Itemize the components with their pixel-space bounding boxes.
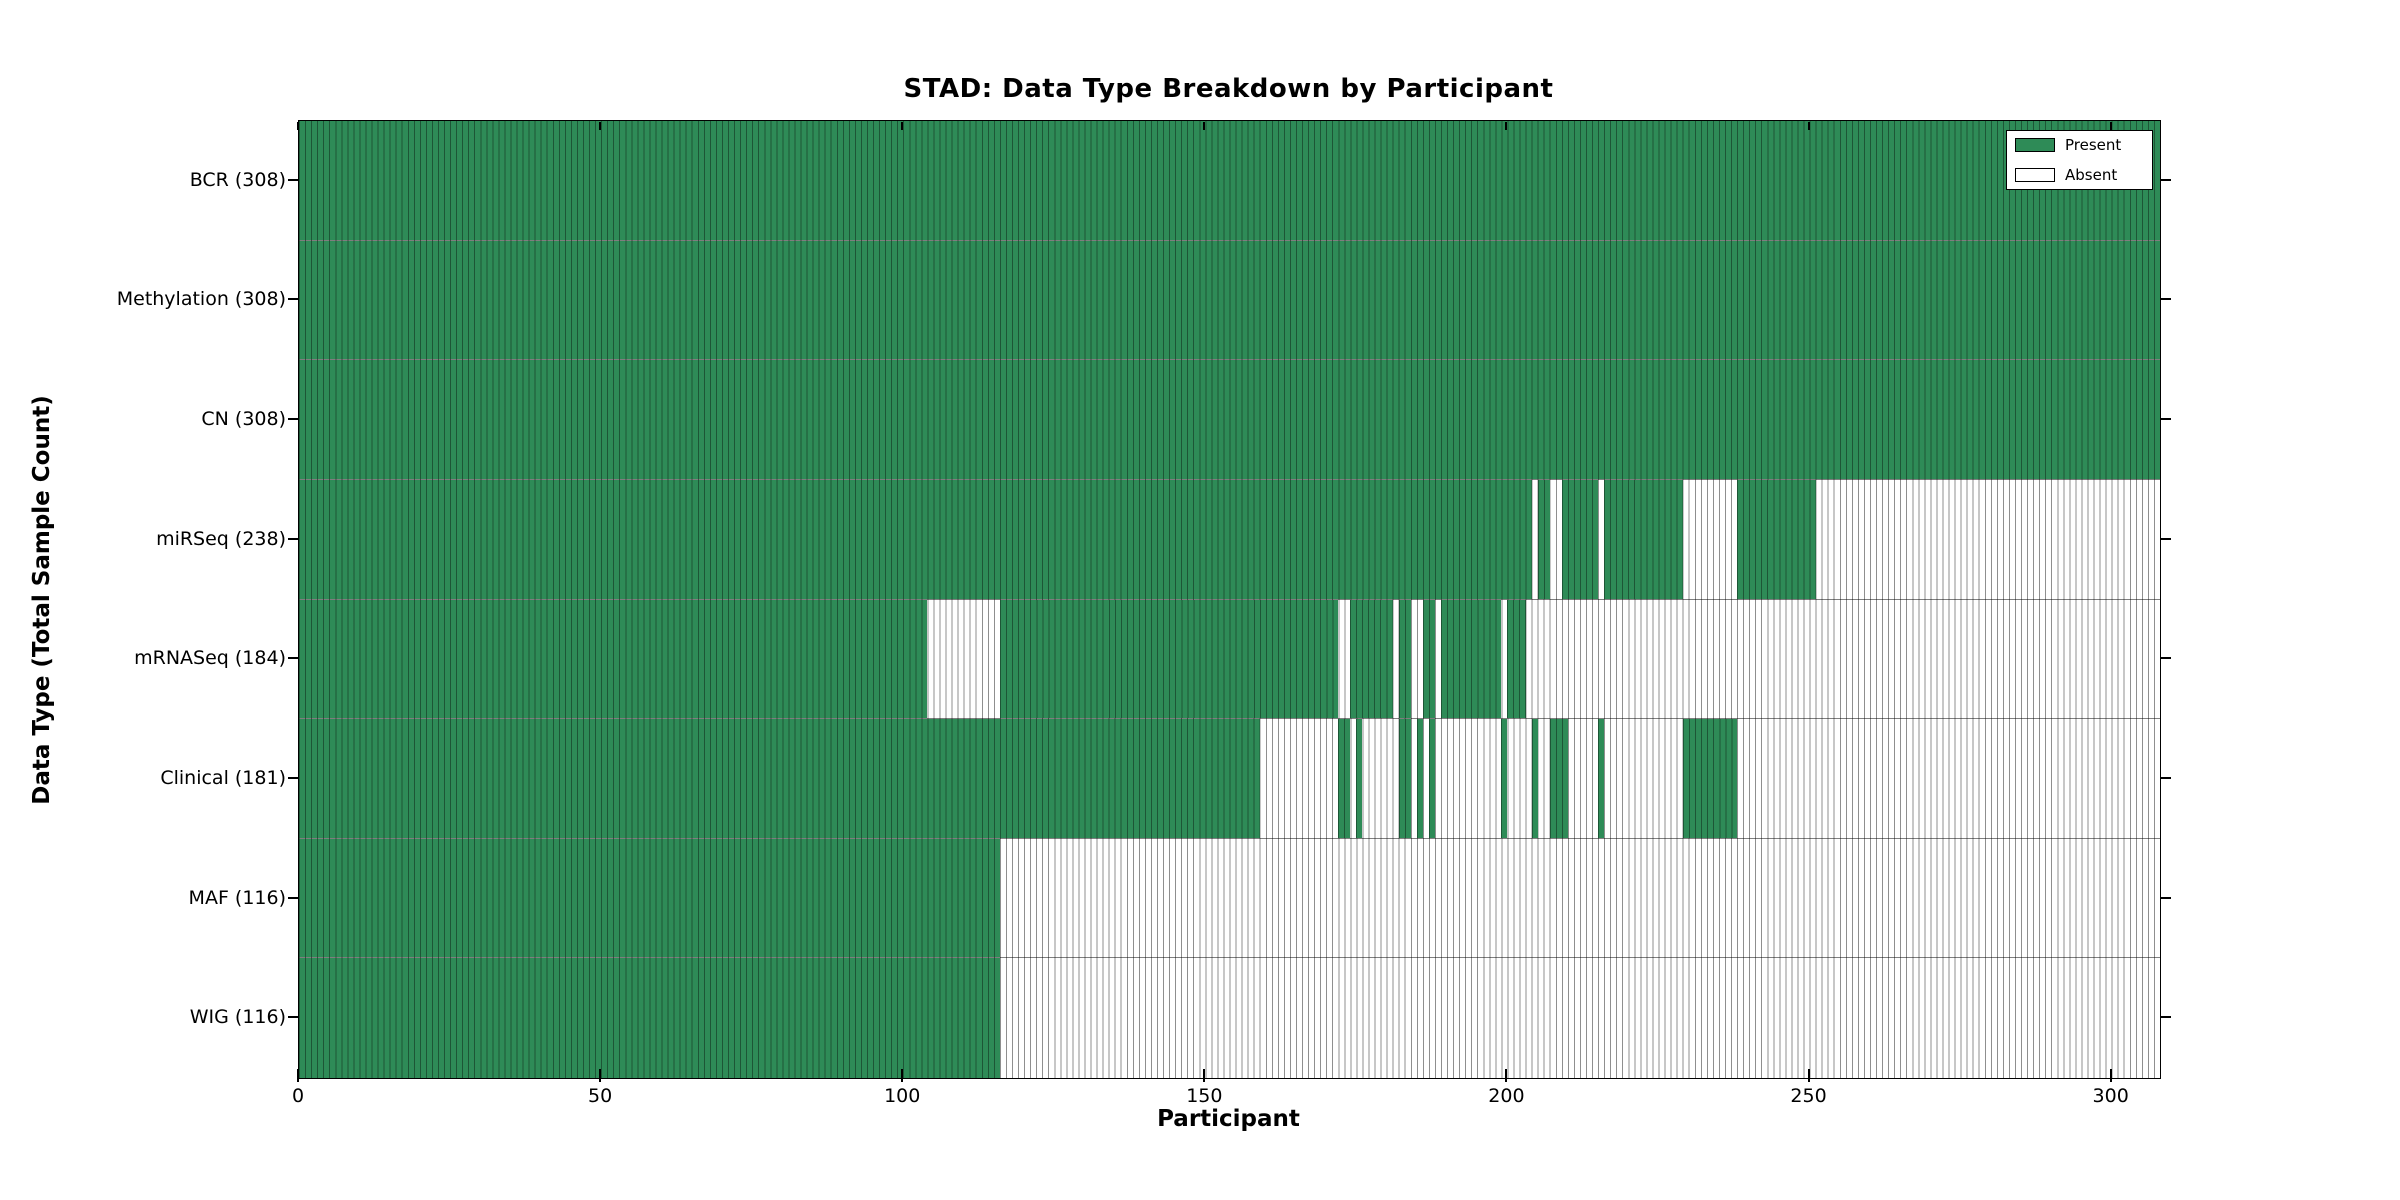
x-tick-mark <box>901 1069 904 1082</box>
data-row-cn <box>299 360 2160 480</box>
y-tick-mark <box>288 776 298 779</box>
x-tick-label: 250 <box>1790 1085 1827 1107</box>
x-tick-label: 50 <box>588 1085 613 1107</box>
y-tick-mark <box>2161 1016 2171 1019</box>
present-segment <box>299 479 1532 599</box>
present-segment <box>299 360 2160 479</box>
data-row-bcr <box>299 121 2160 241</box>
y-tick-label: MAF (116) <box>188 886 286 909</box>
present-segment <box>1416 719 1423 838</box>
present-segment <box>1549 719 1568 838</box>
y-tick-label: BCR (308) <box>189 168 286 191</box>
legend-swatch-present-icon <box>2015 138 2055 152</box>
present-segment <box>999 599 1339 719</box>
x-tick-mark-top <box>2109 122 2112 130</box>
x-tick-mark <box>599 1069 602 1082</box>
y-axis-label: Data Type (Total Sample Count) <box>29 395 55 805</box>
data-row-mirseq <box>299 479 2160 600</box>
x-tick-mark <box>297 1069 299 1082</box>
legend-swatch-absent-icon <box>2015 168 2055 182</box>
plot-area <box>298 120 2161 1079</box>
y-tick-mark <box>2161 537 2171 540</box>
y-tick-label: mRNASeq (184) <box>134 647 286 670</box>
x-tick-mark-top <box>1203 122 1206 130</box>
y-tick-mark <box>2161 896 2171 899</box>
x-tick-mark-top <box>1505 122 1508 130</box>
x-tick-mark <box>1807 1069 1810 1082</box>
y-tick-mark <box>2161 418 2171 421</box>
legend-label-present: Present <box>2065 136 2122 154</box>
x-tick-mark <box>1505 1069 1508 1082</box>
present-segment <box>299 240 2160 360</box>
present-segment <box>1398 599 1411 719</box>
y-tick-mark <box>2161 298 2171 301</box>
present-segment <box>1598 719 1605 838</box>
y-tick-mark <box>288 418 298 421</box>
x-axis-label: Participant <box>1157 1106 1300 1132</box>
x-tick-mark-top <box>1807 122 1810 130</box>
y-tick-label: WIG (116) <box>189 1006 286 1029</box>
y-tick-mark <box>2161 776 2171 779</box>
present-segment <box>1507 599 1526 719</box>
present-segment <box>299 719 1260 838</box>
present-segment <box>299 121 2160 240</box>
chart-title: STAD: Data Type Breakdown by Participant <box>903 74 1554 104</box>
data-row-wig <box>299 958 2160 1078</box>
x-tick-mark-top <box>901 122 904 130</box>
y-tick-mark <box>2161 178 2171 181</box>
y-tick-mark <box>288 537 298 540</box>
y-tick-mark <box>288 298 298 301</box>
y-tick-label: Methylation (308) <box>116 288 286 311</box>
present-segment <box>299 599 928 719</box>
legend-entry-present: Present <box>2015 137 2144 153</box>
legend-label-absent: Absent <box>2065 166 2118 184</box>
present-segment <box>1350 599 1393 719</box>
x-tick-mark-top <box>599 122 602 130</box>
y-tick-label: miRSeq (238) <box>156 527 286 550</box>
present-segment <box>1422 599 1435 719</box>
y-tick-mark <box>288 896 298 899</box>
data-row-methylation <box>299 240 2160 361</box>
legend-entry-absent: Absent <box>2015 167 2144 183</box>
x-tick-label: 0 <box>291 1085 305 1107</box>
data-row-maf <box>299 838 2160 959</box>
present-segment <box>1501 719 1508 838</box>
present-segment <box>1440 599 1502 719</box>
legend: Present Absent <box>2006 130 2153 190</box>
present-segment <box>1561 479 1599 599</box>
x-tick-mark <box>1203 1069 1206 1082</box>
x-tick-label: 150 <box>1186 1085 1223 1107</box>
present-segment <box>1737 479 1816 599</box>
data-row-mrnaseq <box>299 599 2160 720</box>
y-tick-label: Clinical (181) <box>160 766 286 789</box>
x-tick-mark-top <box>297 122 299 130</box>
x-tick-label: 100 <box>884 1085 921 1107</box>
present-segment <box>1604 479 1683 599</box>
present-segment <box>1531 719 1538 838</box>
present-segment <box>1537 479 1550 599</box>
data-row-clinical <box>299 719 2160 839</box>
x-tick-label: 300 <box>2092 1085 2129 1107</box>
present-segment <box>1338 719 1351 838</box>
present-segment <box>299 838 1000 958</box>
present-segment <box>1356 719 1363 838</box>
present-segment <box>1428 719 1435 838</box>
present-segment <box>1398 719 1411 838</box>
y-tick-mark <box>288 657 298 660</box>
x-tick-mark <box>2109 1069 2112 1082</box>
y-tick-mark <box>2161 657 2171 660</box>
y-tick-mark <box>288 1016 298 1019</box>
present-segment <box>1682 719 1738 838</box>
y-tick-mark <box>288 178 298 181</box>
y-tick-label: CN (308) <box>201 408 286 431</box>
x-tick-label: 200 <box>1488 1085 1525 1107</box>
present-segment <box>299 958 1000 1078</box>
